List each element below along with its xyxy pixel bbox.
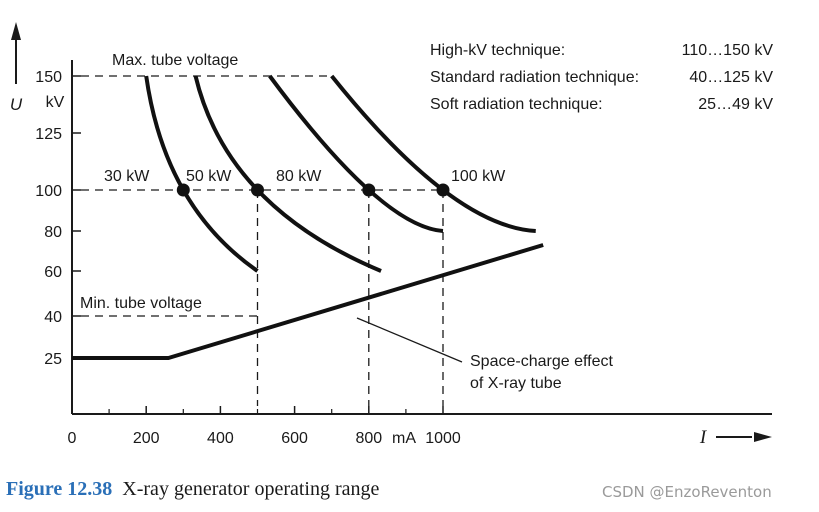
min-voltage-label: Min. tube voltage: [80, 295, 202, 312]
figure-title: X-ray generator operating range: [122, 478, 380, 500]
power-curve-line: [268, 74, 444, 233]
legend-technique-label: Soft radiation technique:: [430, 96, 603, 113]
y-tick-label: 150: [35, 69, 62, 86]
dashed-guides: [81, 75, 444, 406]
annotation-line-1: Space-charge effect: [470, 353, 613, 370]
y-tick-label: 80: [44, 224, 62, 241]
x-tick-label: 600: [281, 430, 308, 447]
y-tick-label: 60: [44, 264, 62, 281]
x-unit-label: mA: [392, 430, 416, 447]
legend-technique-range: 40…125 kV: [689, 69, 773, 86]
x-tick-label: 1000: [425, 430, 461, 447]
y-axis-label: U: [10, 95, 23, 114]
legend-technique-range: 110…150 kV: [682, 42, 774, 59]
watermark: CSDN @EnzoReventon: [602, 483, 772, 501]
operating-point-dot: [436, 183, 450, 197]
operating-point-dot: [362, 183, 376, 197]
axes: 0 200 400 600 800 1000 mA I 25 40 60 80 100 125 150 U kV: [10, 22, 772, 448]
x-tick-label: 0: [68, 430, 77, 447]
space-charge-line: [72, 243, 544, 360]
x-axis-label: I: [699, 427, 708, 448]
operating-point-dot: [176, 183, 190, 197]
x-arrow-head: [754, 432, 772, 442]
figure-number: Figure 12.38: [6, 478, 113, 500]
operating-range-chart: 0 200 400 600 800 1000 mA I 25 40 60 80 100 125 150 U kV…: [10, 22, 773, 448]
figure-caption: Figure 12.38 X-ray generator operating ra…: [6, 478, 379, 501]
power-curve-label: 80 kW: [276, 168, 322, 185]
x-tick-label: 400: [207, 430, 234, 447]
power-curve-label: 100 kW: [451, 168, 506, 185]
max-voltage-label: Max. tube voltage: [112, 52, 238, 69]
legend-technique-label: Standard radiation technique:: [430, 69, 639, 86]
y-unit-label: kV: [46, 94, 65, 111]
legend-technique-range: 25…49 kV: [698, 96, 773, 113]
x-tick-label: 800: [355, 430, 382, 447]
y-tick-label: 25: [44, 351, 62, 368]
annotation-leader-line: [356, 317, 463, 363]
chart-labels: 30 kW 50 kW 80 kW 100 kW Max. tube voltage Mi…: [80, 52, 613, 392]
x-tick-label: 200: [133, 430, 160, 447]
y-arrow-head: [11, 22, 21, 40]
y-tick-label: 40: [44, 309, 62, 326]
power-curve-label: 30 kW: [104, 168, 150, 185]
legend-technique-label: High-kV technique:: [430, 42, 565, 59]
technique-legend: High-kV technique: 110…150 kV Standard rad…: [430, 42, 773, 113]
operating-point-dot: [251, 183, 264, 197]
operating-points: [176, 183, 450, 197]
power-curve-label: 50 kW: [186, 168, 232, 185]
y-tick-label: 100: [35, 183, 62, 200]
y-tick-label: 125: [35, 126, 62, 143]
annotation-line-2: of X-ray tube: [470, 375, 562, 392]
